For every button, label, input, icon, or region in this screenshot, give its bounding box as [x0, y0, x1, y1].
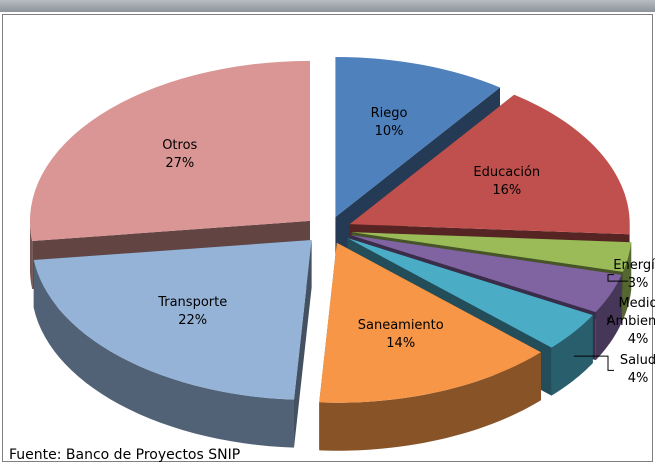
slice-label: Transporte 22% [143, 294, 243, 330]
slice [319, 242, 541, 403]
slice-label: Medio Ambiente 4% [603, 295, 655, 349]
slice [349, 94, 630, 235]
slice-label-value: 10% [374, 123, 404, 139]
slice [335, 56, 500, 217]
header-band [0, 0, 655, 12]
slice [350, 235, 622, 313]
slice-label-name: Transporte [158, 295, 228, 311]
slice-label-value: 4% [627, 371, 649, 387]
slice-label-name: Saneamiento [357, 317, 444, 333]
slice-label: Saneamiento 14% [351, 317, 451, 353]
slice-side [551, 315, 593, 396]
slice-label: Riego 10% [339, 105, 439, 141]
slice-label-name: Medio Ambiente [606, 295, 655, 329]
slice [347, 238, 593, 348]
slice-label: Educación 16% [457, 164, 557, 200]
slice [29, 60, 310, 241]
slice-label-name: Energía [613, 257, 655, 273]
slice-side [33, 260, 294, 448]
slice-side [293, 239, 312, 448]
slice-label: Energía 3% [603, 257, 655, 293]
source-note: Fuente: Banco de Proyectos SNIP [9, 447, 241, 463]
slice-label-value: 22% [178, 313, 208, 329]
slice-label: Salud 4% [603, 352, 655, 388]
slice-label: Otros 27% [130, 137, 230, 173]
slice-label-value: 3% [627, 275, 649, 291]
slice-label-value: 14% [386, 335, 416, 351]
slice-label-value: 16% [492, 182, 522, 198]
slice-label-name: Salud [619, 353, 655, 369]
leader-line [607, 274, 629, 282]
chart [29, 56, 632, 451]
slice [351, 232, 632, 272]
slice-label-value: 4% [627, 331, 649, 347]
chart-frame: Fuente: Banco de Proyectos SNIP Riego 10%… [2, 14, 655, 463]
slice-side [319, 352, 541, 451]
slice-label-name: Riego [370, 105, 408, 121]
leader-line [573, 355, 614, 371]
slice-side [29, 220, 33, 289]
slice-label-value: 27% [165, 156, 195, 172]
leader-line [607, 317, 614, 323]
slice [33, 239, 312, 400]
slice-label-name: Otros [162, 138, 198, 154]
slice-label-name: Educación [473, 164, 541, 180]
